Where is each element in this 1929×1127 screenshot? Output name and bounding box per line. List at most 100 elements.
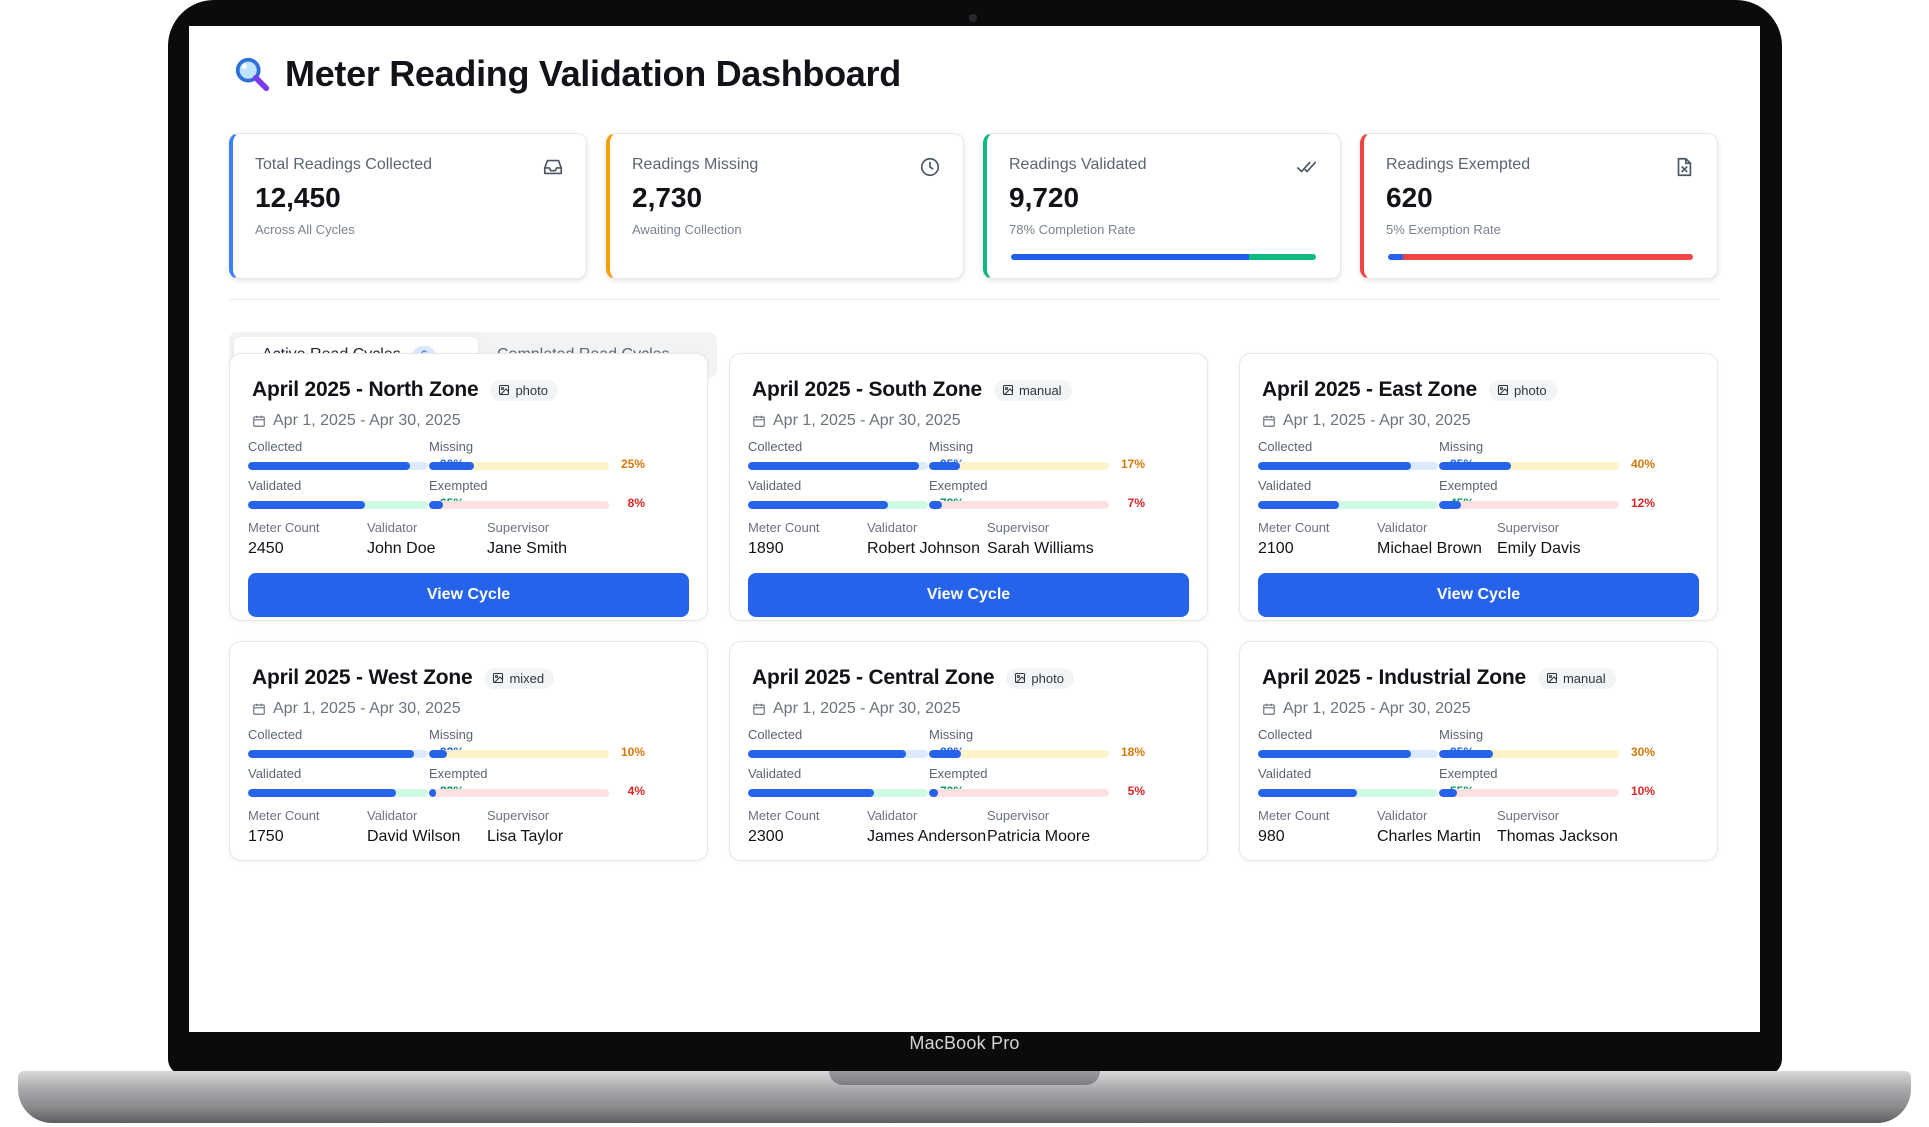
metric-label: Missing bbox=[929, 727, 974, 742]
image-icon bbox=[1014, 672, 1026, 684]
missing-progress-fill bbox=[429, 462, 474, 470]
calendar-icon bbox=[752, 414, 766, 428]
cycle-name: April 2025 - West Zone bbox=[252, 666, 473, 689]
info-label: Meter Count bbox=[248, 808, 320, 823]
app-screen: Meter Reading Validation Dashboard Total… bbox=[189, 26, 1760, 1032]
validated-progress-bar bbox=[248, 789, 428, 797]
cycle-title-row: April 2025 - Central Zone photo bbox=[752, 666, 1074, 690]
exempted-progress-fill bbox=[429, 789, 437, 797]
info-label: Meter Count bbox=[248, 520, 320, 535]
stats-row: Total Readings Collected 12,450 Across A… bbox=[229, 133, 1720, 281]
missing-percentage: 10% bbox=[620, 745, 645, 759]
info-label: Meter Count bbox=[1258, 520, 1330, 535]
stat-label: Readings Exempted bbox=[1386, 156, 1531, 173]
supervisor-name: Patricia Moore bbox=[987, 828, 1091, 845]
exemption-progress-bar bbox=[1388, 254, 1693, 260]
metric-label: Collected bbox=[248, 439, 303, 454]
collected-progress-fill bbox=[748, 750, 907, 758]
collected-progress-fill bbox=[248, 462, 410, 470]
collected-progress-bar bbox=[1258, 462, 1438, 470]
exempted-percentage: 12% bbox=[1630, 496, 1655, 510]
cycle-title-row: April 2025 - Industrial Zone manual bbox=[1262, 666, 1616, 690]
info-label: Validator bbox=[367, 520, 418, 535]
cycle-date-range: Apr 1, 2025 - Apr 30, 2025 bbox=[1262, 412, 1471, 430]
validated-progress-fill bbox=[748, 789, 874, 797]
image-icon bbox=[492, 672, 504, 684]
date-range-text: Apr 1, 2025 - Apr 30, 2025 bbox=[773, 700, 961, 717]
stat-value: 620 bbox=[1386, 182, 1433, 213]
info-label: Supervisor bbox=[487, 808, 550, 823]
reading-type-label: photo bbox=[1031, 670, 1064, 686]
meter-count-info: Meter Count 2300 bbox=[748, 808, 820, 846]
supervisor-name: Jane Smith bbox=[487, 540, 568, 557]
metric-missing: Missing 10% bbox=[429, 727, 645, 761]
meter-count-info: Meter Count 980 bbox=[1258, 808, 1330, 846]
stat-card-exempted: Readings Exempted 620 5% Exemption Rate bbox=[1360, 133, 1718, 279]
double-check-icon bbox=[1297, 161, 1317, 173]
metric-label: Exempted bbox=[429, 478, 488, 493]
missing-progress-fill bbox=[929, 462, 960, 470]
image-icon bbox=[498, 384, 510, 396]
image-icon bbox=[1002, 384, 1014, 396]
exempted-progress-fill bbox=[1439, 501, 1461, 509]
missing-progress-bar bbox=[929, 462, 1109, 470]
missing-progress-bar bbox=[429, 750, 609, 758]
validator-info: Validator Charles Martin bbox=[1377, 808, 1481, 846]
collected-progress-bar bbox=[248, 462, 428, 470]
cycle-date-range: Apr 1, 2025 - Apr 30, 2025 bbox=[1262, 700, 1471, 718]
collected-progress-bar bbox=[748, 750, 928, 758]
cycle-card: April 2025 - South Zone manual Apr 1, 20… bbox=[729, 353, 1208, 621]
meter-count-value: 1890 bbox=[748, 540, 784, 557]
missing-progress-fill bbox=[429, 750, 447, 758]
supervisor-name: Lisa Taylor bbox=[487, 828, 564, 845]
cycle-card: April 2025 - East Zone photo Apr 1, 2025… bbox=[1239, 353, 1718, 621]
reading-type-badge: mixed bbox=[484, 667, 555, 689]
exempted-progress-fill bbox=[429, 501, 444, 509]
metric-exempted: Exempted 7% bbox=[929, 478, 1145, 512]
meter-count-value: 2300 bbox=[748, 828, 784, 845]
info-label: Validator bbox=[1377, 520, 1428, 535]
cycle-name: April 2025 - South Zone bbox=[752, 378, 982, 401]
info-label: Validator bbox=[867, 808, 918, 823]
cycle-title-row: April 2025 - West Zone mixed bbox=[252, 666, 555, 690]
validator-info: Validator James Anderson bbox=[867, 808, 986, 846]
date-range-text: Apr 1, 2025 - Apr 30, 2025 bbox=[273, 412, 461, 429]
supervisor-name: Sarah Williams bbox=[987, 540, 1094, 557]
validated-progress-bar bbox=[248, 501, 428, 509]
completion-progress-bar bbox=[1011, 254, 1316, 260]
validated-progress-fill bbox=[748, 501, 889, 509]
metric-exempted: Exempted 10% bbox=[1439, 766, 1655, 800]
missing-percentage: 17% bbox=[1120, 457, 1145, 471]
supervisor-name: Emily Davis bbox=[1497, 540, 1581, 557]
view-cycle-button[interactable]: View Cycle bbox=[1258, 573, 1699, 617]
validator-name: Michael Brown bbox=[1377, 540, 1482, 557]
validator-info: Validator Michael Brown bbox=[1377, 520, 1482, 558]
validator-name: David Wilson bbox=[367, 828, 461, 845]
validated-progress-fill bbox=[248, 501, 365, 509]
stat-label: Readings Validated bbox=[1009, 156, 1147, 173]
exempted-progress-bar bbox=[1439, 789, 1619, 797]
collected-progress-bar bbox=[1258, 750, 1438, 758]
meter-count-info: Meter Count 1890 bbox=[748, 520, 820, 558]
exempted-progress-fill bbox=[1439, 789, 1457, 797]
clock-icon bbox=[920, 157, 940, 177]
cycle-card: April 2025 - North Zone photo Apr 1, 202… bbox=[229, 353, 708, 621]
meter-count-info: Meter Count 2100 bbox=[1258, 520, 1330, 558]
metric-label: Missing bbox=[1439, 439, 1484, 454]
page-header: Meter Reading Validation Dashboard bbox=[233, 50, 901, 98]
missing-percentage: 30% bbox=[1630, 745, 1655, 759]
view-cycle-button[interactable]: View Cycle bbox=[248, 573, 689, 617]
metric-exempted: Exempted 12% bbox=[1439, 478, 1655, 512]
cycle-name: April 2025 - East Zone bbox=[1262, 378, 1478, 401]
validated-progress-bar bbox=[1258, 789, 1438, 797]
validator-info: Validator John Doe bbox=[367, 520, 436, 558]
metric-label: Collected bbox=[748, 727, 803, 742]
date-range-text: Apr 1, 2025 - Apr 30, 2025 bbox=[773, 412, 961, 429]
metric-missing: Missing 17% bbox=[929, 439, 1145, 473]
date-range-text: Apr 1, 2025 - Apr 30, 2025 bbox=[1283, 700, 1471, 717]
exempted-percentage: 7% bbox=[1127, 496, 1145, 510]
reading-type-label: photo bbox=[1514, 382, 1547, 398]
exempted-progress-bar bbox=[429, 789, 609, 797]
view-cycle-button[interactable]: View Cycle bbox=[748, 573, 1189, 617]
metric-label: Validated bbox=[248, 478, 302, 493]
